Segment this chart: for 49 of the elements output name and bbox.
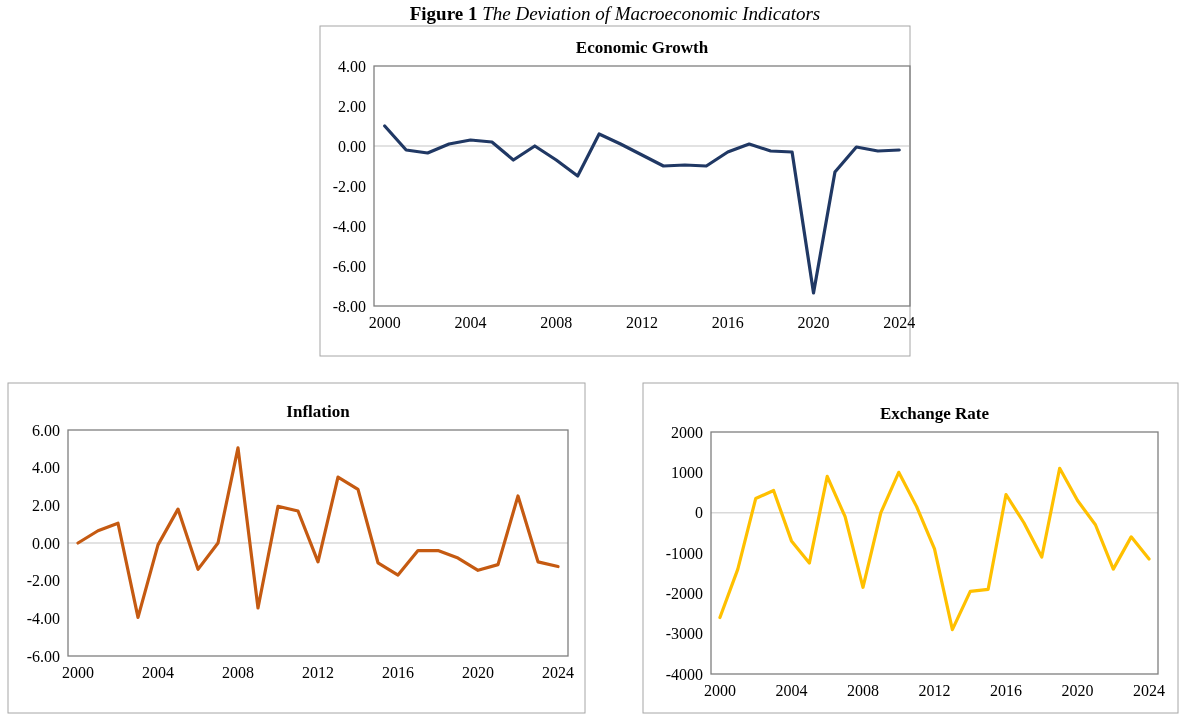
x-tick-label: 2012 <box>918 682 951 699</box>
x-tick-label: 2012 <box>626 314 658 331</box>
y-tick-label: 0 <box>695 504 703 522</box>
chart-title: Exchange Rate <box>879 404 990 423</box>
y-tick-label: -3000 <box>665 625 703 643</box>
y-tick-label: -8.00 <box>332 297 366 315</box>
line-series <box>718 466 1151 632</box>
x-tick-label: 2008 <box>540 314 573 331</box>
y-tick-label: -4000 <box>665 665 703 683</box>
x-tick-label: 2016 <box>382 664 414 681</box>
y-tick-label: 0.00 <box>32 534 60 552</box>
y-tick-label: -6.00 <box>26 647 60 665</box>
x-tick-label: 2000 <box>368 314 401 331</box>
y-tick-label: -4.00 <box>26 609 60 627</box>
y-tick-label: -2.00 <box>332 177 366 195</box>
y-tick-label: -2000 <box>665 584 703 602</box>
y-tick-label: 2.00 <box>32 496 60 514</box>
line-series <box>76 446 560 619</box>
chart-title: Inflation <box>286 402 351 421</box>
y-tick-label: -1000 <box>665 544 703 562</box>
x-tick-label: 2000 <box>62 664 94 681</box>
x-tick-label: 2020 <box>1061 682 1094 699</box>
x-tick-label: 2008 <box>846 682 879 699</box>
y-tick-label: 4.00 <box>32 459 60 477</box>
y-tick-label: 2.00 <box>338 97 366 115</box>
x-tick-label: 2016 <box>990 682 1023 699</box>
chart-title: Economic Growth <box>575 38 709 57</box>
y-tick-label: -6.00 <box>332 257 366 275</box>
x-tick-label: 2024 <box>883 314 916 331</box>
x-tick-label: 2024 <box>542 664 574 681</box>
x-tick-label: 2016 <box>711 314 744 331</box>
y-tick-label: 0.00 <box>338 137 366 155</box>
y-tick-label: 4.00 <box>338 57 366 75</box>
x-tick-label: 2004 <box>775 682 808 699</box>
x-tick-label: 2004 <box>454 314 487 331</box>
x-tick-label: 2000 <box>703 682 736 699</box>
line-series <box>383 124 901 295</box>
x-tick-label: 2008 <box>222 664 254 681</box>
caption: Figure 1 The Deviation of Macroeconomic Indicators <box>409 3 821 24</box>
x-tick-label: 2020 <box>462 664 494 681</box>
y-tick-label: -2.00 <box>26 572 60 590</box>
x-tick-label: 2024 <box>1133 682 1166 699</box>
x-tick-label: 2004 <box>142 664 174 681</box>
x-tick-label: 2012 <box>302 664 334 681</box>
y-tick-label: 6.00 <box>32 421 60 439</box>
x-tick-label: 2020 <box>797 314 830 331</box>
y-tick-label: -4.00 <box>332 217 366 235</box>
y-tick-label: 1000 <box>671 463 703 481</box>
y-tick-label: 2000 <box>671 423 703 441</box>
